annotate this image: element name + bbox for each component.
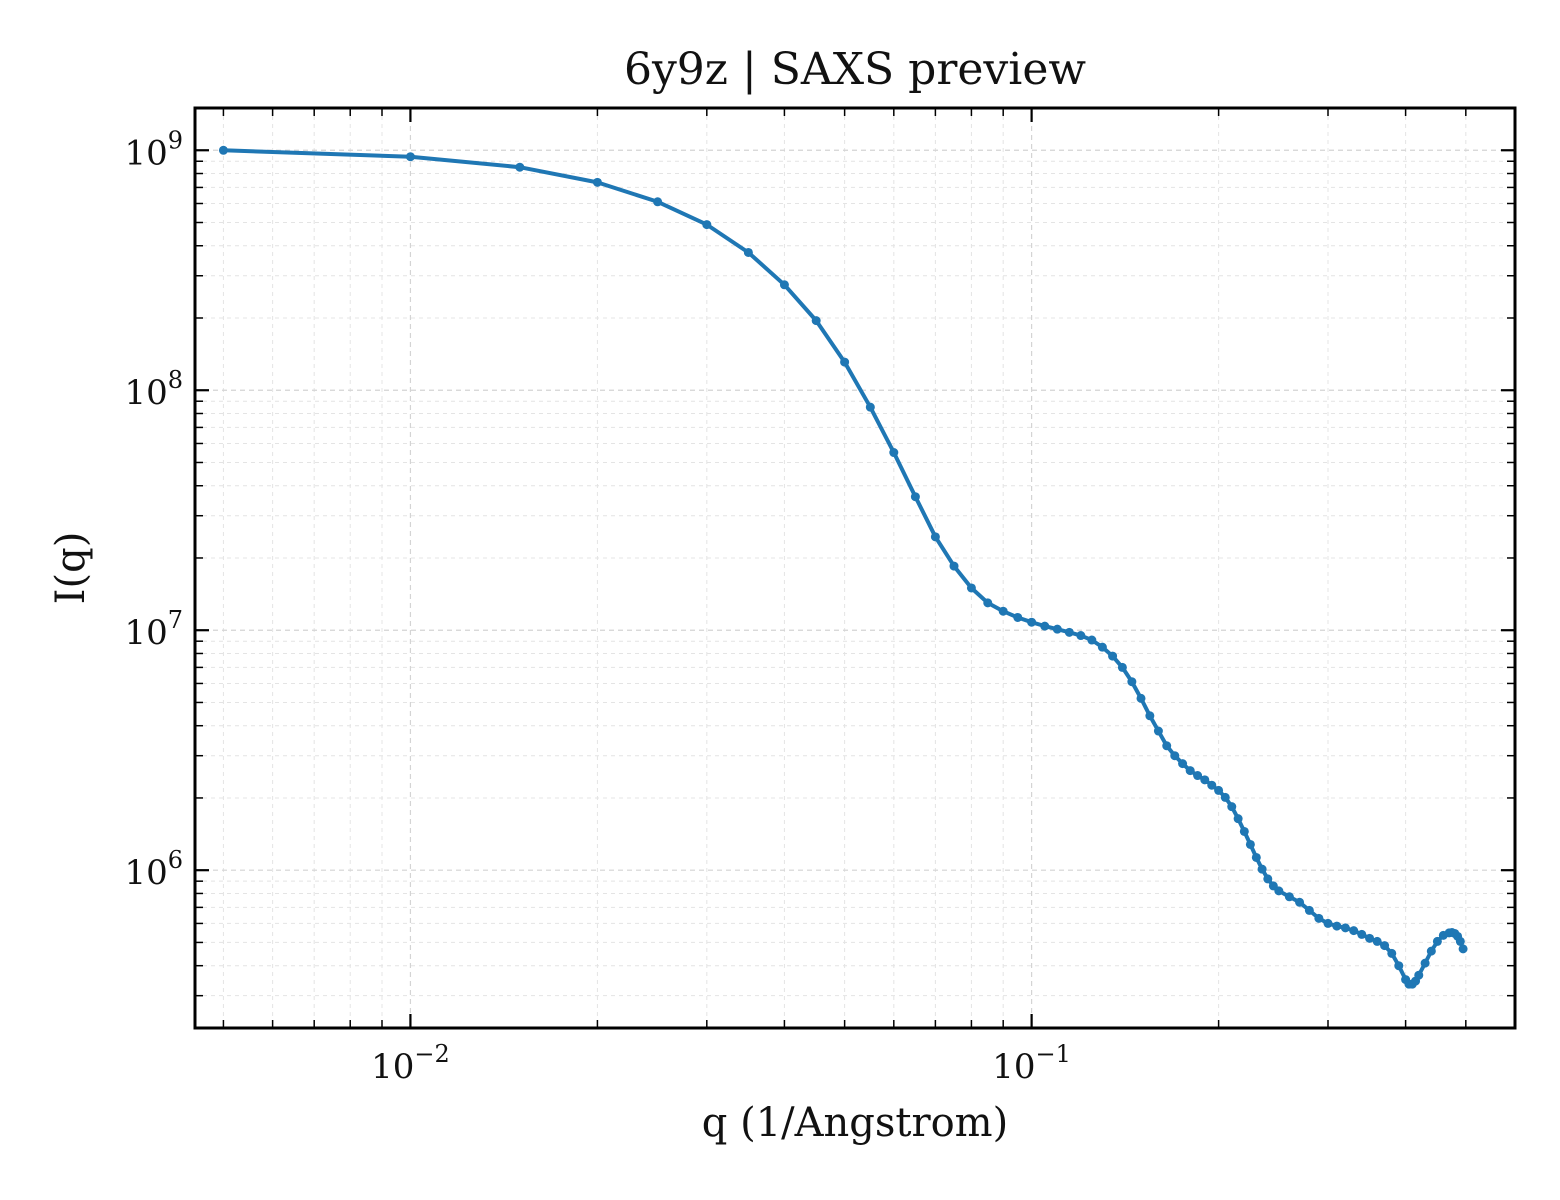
data-point bbox=[949, 561, 959, 571]
data-point bbox=[1162, 741, 1172, 751]
data-point bbox=[1233, 814, 1243, 824]
data-point bbox=[1193, 771, 1203, 781]
data-point bbox=[1274, 886, 1284, 896]
data-point bbox=[840, 357, 850, 367]
data-point bbox=[1153, 726, 1163, 736]
data-point bbox=[930, 532, 940, 542]
data-point bbox=[1040, 621, 1050, 631]
data-point bbox=[1220, 792, 1230, 802]
data-point bbox=[1108, 651, 1118, 661]
data-point bbox=[1117, 662, 1127, 672]
tick-labels: 10−2 10−1 106 107 108 109 bbox=[124, 126, 1070, 1087]
data-point bbox=[653, 197, 663, 207]
data-point bbox=[1387, 948, 1397, 958]
data-point bbox=[1052, 624, 1062, 634]
data-point bbox=[1087, 635, 1097, 645]
data-point bbox=[1314, 913, 1324, 923]
data-point bbox=[998, 606, 1008, 616]
data-point bbox=[779, 280, 789, 290]
y-tick-label: 106 bbox=[124, 846, 183, 893]
data-point bbox=[1076, 631, 1086, 641]
data-point bbox=[1136, 693, 1146, 703]
x-tick-label: 10−2 bbox=[371, 1040, 450, 1087]
grid bbox=[195, 108, 1515, 1028]
data-point bbox=[1458, 944, 1468, 954]
y-tick-label: 108 bbox=[124, 366, 183, 413]
data-point bbox=[865, 402, 875, 412]
axis-ticks bbox=[195, 108, 1515, 1028]
data-point bbox=[1394, 961, 1404, 971]
data-point bbox=[1455, 936, 1465, 946]
series-1 bbox=[218, 145, 1468, 989]
y-tick-label: 109 bbox=[124, 126, 183, 173]
data-point bbox=[1013, 612, 1023, 622]
data-point bbox=[1207, 780, 1217, 790]
data-point bbox=[1251, 852, 1261, 862]
data-point bbox=[1127, 677, 1137, 687]
x-tick-label: 10−1 bbox=[992, 1040, 1071, 1087]
data-point bbox=[515, 162, 525, 172]
data-point bbox=[983, 598, 993, 608]
data-point bbox=[1349, 926, 1359, 936]
data-point bbox=[1357, 929, 1367, 939]
data-point bbox=[1426, 946, 1436, 956]
data-point bbox=[405, 152, 415, 162]
data-point bbox=[1263, 874, 1273, 884]
data-point bbox=[1064, 627, 1074, 637]
data-point bbox=[702, 220, 712, 230]
data-point bbox=[1340, 923, 1350, 933]
y-tick-label: 107 bbox=[124, 606, 183, 653]
data-point bbox=[1239, 826, 1249, 836]
x-axis-label: q (1/Angstrom) bbox=[702, 1100, 1008, 1146]
data-point bbox=[811, 316, 821, 326]
data-point bbox=[592, 177, 602, 187]
data-point bbox=[1372, 936, 1382, 946]
data-point bbox=[1380, 941, 1390, 951]
data-point bbox=[1185, 766, 1195, 776]
data-point bbox=[1414, 970, 1424, 980]
data-point bbox=[1420, 958, 1430, 968]
data-point bbox=[1245, 839, 1255, 849]
data-point bbox=[1214, 785, 1224, 795]
data-point bbox=[1178, 759, 1188, 769]
data-point bbox=[889, 448, 899, 458]
data-point bbox=[1097, 642, 1107, 652]
data-point bbox=[1027, 617, 1037, 627]
data-point bbox=[1295, 897, 1305, 907]
data-point bbox=[1365, 933, 1375, 943]
data-point bbox=[1323, 918, 1333, 928]
chart-title: 6y9z | SAXS preview bbox=[624, 44, 1086, 95]
data-point bbox=[1200, 775, 1210, 785]
data-point bbox=[218, 145, 228, 155]
data-point bbox=[1304, 905, 1314, 915]
data-point bbox=[1257, 864, 1267, 874]
data-point bbox=[1332, 921, 1342, 931]
data-point bbox=[910, 492, 920, 502]
data-point bbox=[1227, 802, 1237, 812]
data-point bbox=[1170, 751, 1180, 761]
data-point bbox=[1432, 936, 1442, 946]
data-point bbox=[1145, 711, 1155, 721]
plot-frame bbox=[193, 106, 1517, 1030]
data-point bbox=[966, 583, 976, 593]
data-point bbox=[743, 247, 753, 257]
y-axis-label: I(q) bbox=[48, 532, 94, 605]
data-point bbox=[1284, 892, 1294, 902]
